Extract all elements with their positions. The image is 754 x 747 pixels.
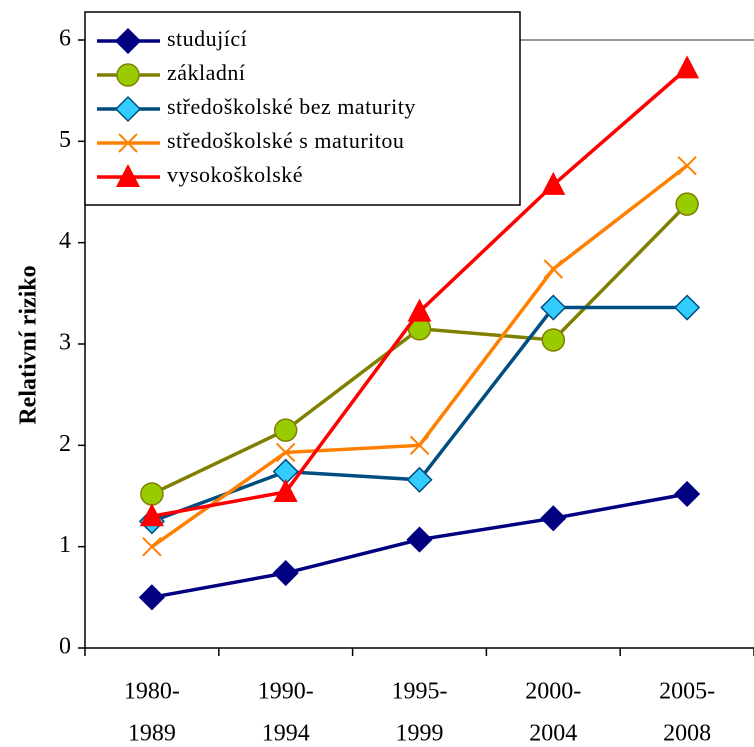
line (151, 202, 689, 496)
marker (139, 503, 164, 527)
marker (543, 259, 564, 279)
legend-label: studující (167, 26, 247, 51)
marker (142, 536, 162, 557)
marker (116, 164, 140, 187)
marker (541, 171, 566, 195)
marker (118, 133, 138, 153)
x-tick-label: 1994 (262, 721, 310, 747)
marker (407, 298, 432, 322)
legend-label: základní (167, 60, 246, 85)
x-tick-label: 1995- (392, 679, 448, 705)
marker (674, 294, 701, 321)
y-tick-label: 1 (59, 532, 71, 558)
x-tick-label: 2004 (529, 721, 577, 747)
marker (272, 559, 299, 587)
y-tick-label: 3 (59, 330, 71, 356)
marker (114, 95, 142, 123)
series (140, 192, 699, 506)
marker (114, 27, 142, 55)
legend-label: středoškolské s maturitou (167, 128, 404, 153)
x-tick-label: 2005- (659, 679, 715, 705)
marker (675, 192, 699, 216)
x-tick-label: 1990- (258, 679, 314, 705)
series (139, 55, 700, 527)
y-axis-title: Relativní riziko (16, 265, 42, 424)
y-tick-label: 5 (59, 127, 71, 153)
marker (674, 480, 701, 508)
marker (540, 505, 567, 532)
legend-box (84, 11, 521, 206)
y-tick-label: 0 (59, 634, 71, 660)
marker (541, 328, 566, 352)
y-tick-label: 2 (59, 431, 71, 457)
y-tick-label: 4 (59, 228, 71, 254)
marker (116, 63, 140, 87)
marker (275, 442, 296, 463)
x-tick-label: 2008 (663, 721, 711, 747)
legend-label: středoškolské bez maturity (167, 94, 416, 119)
x-tick-label: 2000- (525, 679, 581, 705)
marker (140, 482, 164, 506)
series (138, 480, 701, 611)
marker (677, 155, 697, 176)
series (142, 155, 697, 557)
x-tick-label: 1999 (396, 721, 444, 747)
marker (273, 478, 298, 502)
marker (406, 526, 433, 553)
y-tick-label: 6 (59, 26, 71, 52)
legend-label: vysokoškolské (167, 162, 303, 187)
x-tick-label: 1980- (124, 679, 180, 705)
marker (273, 418, 298, 442)
marker (409, 435, 430, 456)
marker (540, 294, 567, 321)
marker (138, 584, 165, 611)
legend: studující základní středoškolské bez matur… (84, 11, 521, 206)
x-tick-label: 1989 (128, 721, 176, 747)
marker (675, 55, 700, 79)
marker (406, 466, 433, 493)
